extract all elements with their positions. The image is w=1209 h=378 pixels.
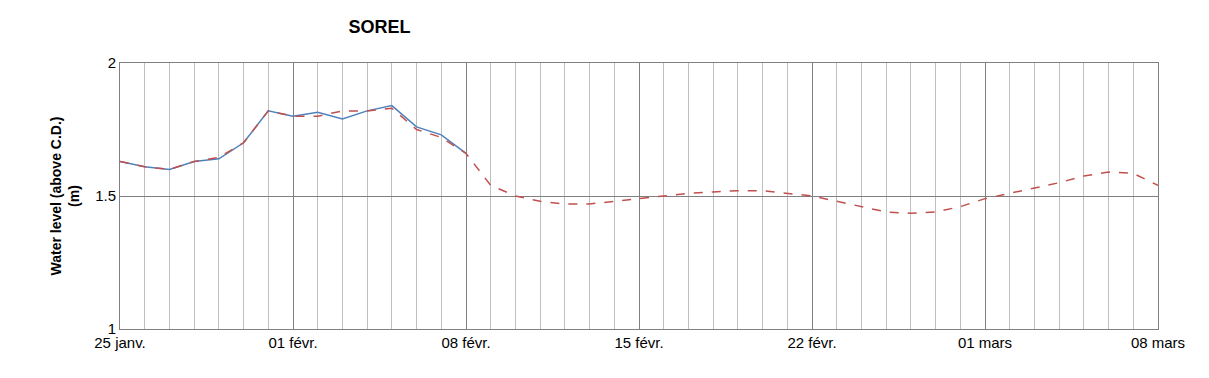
svg-text:Water level (above C.D.)(m): Water level (above C.D.)(m) <box>48 117 82 276</box>
svg-text:01 mars: 01 mars <box>958 334 1012 351</box>
svg-text:01 févr.: 01 févr. <box>268 334 317 351</box>
svg-text:1.5: 1.5 <box>95 187 116 204</box>
svg-text:22 févr.: 22 févr. <box>787 334 836 351</box>
svg-text:1: 1 <box>108 320 116 337</box>
svg-text:SOREL: SOREL <box>348 17 410 37</box>
svg-text:2: 2 <box>108 54 116 71</box>
svg-text:25 janv.: 25 janv. <box>94 334 145 351</box>
svg-text:08 mars: 08 mars <box>1131 334 1185 351</box>
svg-text:08 févr.: 08 févr. <box>441 334 490 351</box>
svg-text:15 févr.: 15 févr. <box>614 334 663 351</box>
